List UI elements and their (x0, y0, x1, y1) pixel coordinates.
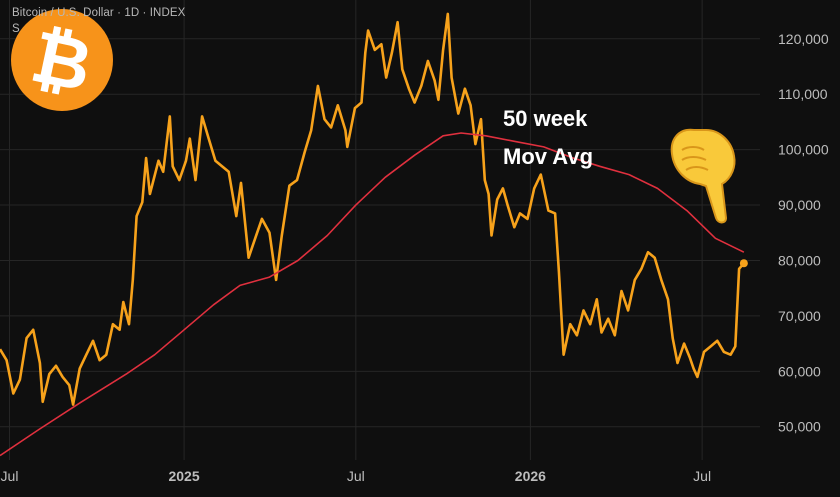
price-series-line (0, 12, 745, 406)
y-tick-label: 50,000 (778, 419, 821, 435)
y-tick-label: 70,000 (778, 308, 821, 324)
y-tick-label: 100,000 (778, 142, 829, 158)
last-price-point (739, 259, 748, 268)
x-tick-label: Jul (347, 468, 365, 484)
x-tick-label: Jul (1, 468, 19, 484)
symbol-subtitle: S (12, 23, 20, 35)
x-tick-label: Jul (693, 468, 711, 484)
symbol-title: Bitcoin / U.S. Dollar · 1D · INDEX (12, 7, 186, 19)
grid-lines (0, 0, 760, 460)
y-tick-label: 80,000 (778, 252, 821, 268)
series-lines (0, 12, 748, 457)
annotation-line-2: Mov Avg (503, 144, 593, 169)
bitcoin-logo-icon: ₿ (10, 8, 114, 112)
x-tick-label: 2025 (168, 468, 199, 484)
annotation-line-1: 50 week (503, 106, 588, 131)
y-tick-label: 120,000 (778, 31, 829, 47)
x-axis: Jul 2025 Jul 2026 Jul (1, 468, 712, 484)
y-tick-label: 110,000 (778, 86, 828, 102)
y-tick-label: 60,000 (778, 363, 821, 379)
pointing-down-hand-icon (670, 128, 736, 224)
y-tick-label: 90,000 (778, 197, 821, 213)
annotation: 50 week Mov Avg (503, 106, 736, 224)
x-tick-label: 2026 (515, 468, 546, 484)
moving-average-line (0, 132, 745, 457)
y-axis: 50,000 60,000 70,000 80,000 90,000 100,000 110… (778, 31, 829, 435)
